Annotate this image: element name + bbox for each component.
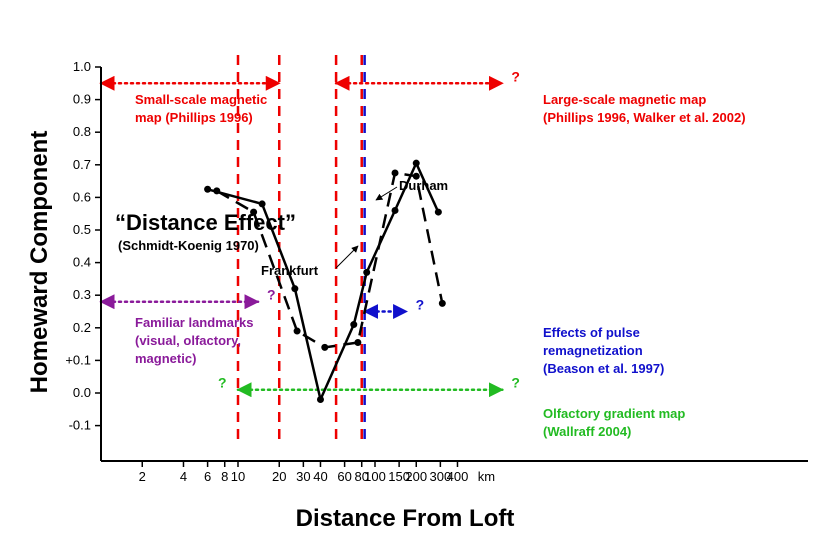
familiar-label-line3: magnetic): [135, 351, 196, 366]
y-tick-label: 0.5: [73, 222, 91, 237]
y-tick-label: 0.7: [73, 157, 91, 172]
y-tick-label: -0.1: [69, 418, 91, 433]
x-tick-label: 100: [364, 469, 386, 484]
y-tick-label: 0.9: [73, 92, 91, 107]
data-point-frankfurt: [391, 169, 399, 177]
pulse-label-line2: remagnetization: [543, 343, 643, 358]
x-tick-label: 10: [231, 469, 245, 484]
olfactory-label-line1: Olfactory gradient map: [543, 406, 685, 421]
x-tick-label: 6: [204, 469, 211, 484]
range-question-mark: ?: [267, 287, 276, 303]
x-tick-label: 80: [354, 469, 368, 484]
tick-labels: 1.0 0.9 0.8 0.7 0.6 0.5 0.4 0.3 0.2 +0.1 0.0 -0.1 2 4…: [65, 59, 495, 484]
range-question-mark: ?: [511, 375, 520, 391]
data-point-durham: [204, 185, 212, 193]
durham-label: Durham: [399, 178, 448, 193]
familiar-label-line1: Familiar landmarks: [135, 315, 254, 330]
range-arrows: ?????: [99, 68, 520, 398]
distance-effect-title: “Distance Effect”: [115, 210, 296, 235]
x-axis-title: Distance From Loft: [296, 505, 515, 532]
pulse-label-line3: (Beason et al. 1997): [543, 361, 664, 376]
y-tick-label: 0.4: [73, 255, 91, 270]
y-tick-label: 0.6: [73, 189, 91, 204]
data-point-durham: [391, 206, 399, 214]
data-point-frankfurt: [321, 343, 329, 351]
data-point-durham: [412, 159, 420, 167]
axes: [95, 66, 808, 467]
pulse-label-line1: Effects of pulse: [543, 325, 640, 340]
data-point-frankfurt: [213, 187, 221, 195]
x-tick-label: 400: [447, 469, 469, 484]
y-tick-label: 0.3: [73, 287, 91, 302]
range-question-mark: ?: [218, 375, 227, 391]
data-point-durham: [350, 321, 358, 329]
large-scale-label-line2: (Phillips 1996, Walker et al. 2002): [543, 110, 746, 125]
x-tick-label: 4: [180, 469, 187, 484]
x-tick-label: 2: [139, 469, 146, 484]
data-point-frankfurt: [250, 208, 258, 216]
small-scale-label-line1: Small-scale magnetic: [135, 92, 267, 107]
data-point-durham: [316, 396, 324, 404]
x-unit-label: km: [478, 469, 495, 484]
durham-pointer: [375, 186, 398, 201]
frankfurt-pointer: [335, 245, 359, 269]
y-tick-label: 0.8: [73, 124, 91, 139]
data-point-frankfurt: [293, 327, 301, 335]
y-tick-label: +0.1: [65, 352, 91, 367]
x-tick-label: 150: [388, 469, 410, 484]
annotations: Small-scale magnetic map (Phillips 1996)…: [115, 92, 746, 439]
data-point-frankfurt: [412, 172, 420, 180]
distance-effect-subtitle: (Schmidt-Koenig 1970): [118, 238, 259, 253]
data-point-durham: [363, 268, 371, 276]
y-tick-label: 1.0: [73, 59, 91, 74]
data-series: [204, 159, 446, 404]
small-scale-label-line2: map (Phillips 1996): [135, 110, 253, 125]
y-tick-label: 0.2: [73, 320, 91, 335]
range-question-mark: ?: [416, 297, 425, 313]
x-tick-label: 300: [430, 469, 452, 484]
data-point-frankfurt: [354, 338, 362, 346]
x-tick-label: 20: [272, 469, 286, 484]
data-point-frankfurt: [438, 299, 446, 307]
data-point-durham: [291, 285, 299, 293]
y-axis-title: Homeward Component: [26, 131, 53, 394]
range-question-mark: ?: [511, 68, 520, 84]
data-point-durham: [434, 208, 442, 216]
data-point-durham: [258, 200, 266, 208]
y-tick-label: 0.0: [73, 385, 91, 400]
x-tick-label: 200: [405, 469, 427, 484]
x-tick-label: 60: [337, 469, 351, 484]
x-tick-label: 8: [221, 469, 228, 484]
series-line-frankfurt: [216, 171, 444, 349]
series-line-durham: [207, 161, 440, 401]
x-tick-label: 40: [313, 469, 327, 484]
frankfurt-label: Frankfurt: [261, 263, 319, 278]
large-scale-label-line1: Large-scale magnetic map: [543, 92, 706, 107]
olfactory-label-line2: (Wallraff 2004): [543, 424, 631, 439]
x-tick-label: 30: [296, 469, 310, 484]
familiar-label-line2: (visual, olfactory,: [135, 333, 241, 348]
